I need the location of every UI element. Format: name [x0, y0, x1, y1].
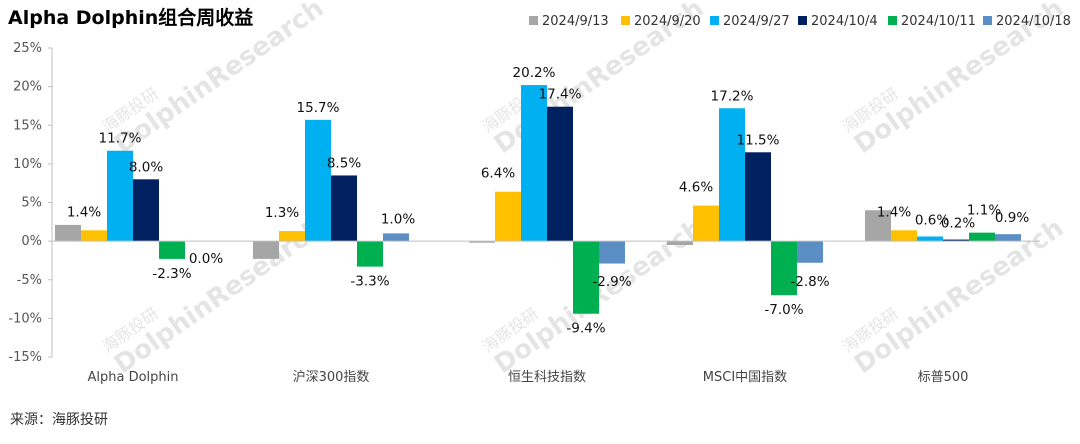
legend-item: 2024/9/20 [621, 14, 701, 29]
legend-item: 2024/9/13 [529, 14, 609, 29]
y-tick-label: -15% [8, 350, 42, 365]
y-tick-label: 0% [21, 234, 42, 249]
data-label: 0.0% [189, 251, 223, 267]
data-label: 8.0% [129, 159, 163, 175]
x-category-label: Alpha Dolphin [87, 370, 178, 385]
bar [943, 239, 969, 242]
legend-label: 2024/10/4 [811, 14, 878, 29]
bar [599, 241, 625, 264]
y-tick-label: -5% [17, 273, 42, 288]
legend-label: 2024/10/18 [996, 14, 1071, 29]
y-tick-label: 20% [13, 80, 42, 95]
bar [107, 150, 133, 242]
data-label: -7.0% [764, 302, 803, 318]
bar [253, 241, 279, 259]
bar [469, 241, 495, 243]
data-labels: 1.4% 1.3% 6.4% 4.6% 1.4% 11.7% 15.7% 20.2% 17.2%… [67, 65, 1029, 337]
data-label: -3.3% [350, 274, 389, 290]
legend-item: 2024/10/11 [888, 14, 976, 29]
x-category-label: 标普500 [918, 370, 969, 385]
y-axis: -15% -10% -5% 0% 5% 10% 15% 20% 25% [8, 41, 53, 365]
data-label: 11.5% [737, 132, 780, 148]
x-category-label: 沪深300指数 [293, 369, 370, 385]
x-axis: Alpha Dolphin 沪深300指数 恒生科技指数 MSCI中国指数 标普500 [52, 240, 1040, 385]
bar [159, 241, 185, 259]
data-label: 0.2% [941, 216, 975, 232]
bar [547, 106, 573, 242]
source-note: 来源：海豚投研 [10, 412, 108, 428]
data-label: 8.5% [327, 155, 361, 171]
legend-swatch [621, 16, 630, 25]
data-label: 1.3% [265, 205, 299, 221]
bar [891, 230, 917, 242]
data-label: 11.7% [99, 131, 142, 147]
data-label: 6.4% [481, 166, 515, 182]
chart-title: Alpha Dolphin组合周收益 [8, 6, 253, 29]
bar [133, 179, 159, 242]
data-label: 1.4% [67, 204, 101, 220]
legend: 2024/9/13 2024/9/20 2024/9/27 2024/10/4 2024… [529, 14, 1071, 29]
bar [357, 241, 383, 267]
bar [55, 224, 81, 242]
bar [667, 241, 693, 245]
data-label: -2.3% [152, 266, 191, 282]
legend-label: 2024/9/13 [542, 14, 609, 29]
bar [383, 233, 409, 242]
data-label: 20.2% [513, 65, 556, 81]
legend-label: 2024/10/11 [901, 14, 976, 29]
x-category-label: MSCI中国指数 [703, 370, 787, 385]
data-label: 1.4% [877, 204, 911, 220]
bar [279, 231, 305, 242]
data-label: 4.6% [679, 180, 713, 196]
data-label: 0.9% [995, 210, 1029, 226]
bar [573, 241, 599, 314]
bar [969, 232, 995, 242]
legend-item: 2024/10/18 [983, 14, 1071, 29]
bar [81, 230, 107, 242]
legend-swatch [983, 16, 992, 25]
data-label: 15.7% [297, 100, 340, 116]
bar [917, 236, 943, 242]
legend-item: 2024/10/4 [798, 14, 878, 29]
bar [305, 119, 331, 242]
data-label: 17.4% [539, 87, 582, 103]
legend-item: 2024/9/27 [710, 14, 790, 29]
data-label: 17.2% [711, 88, 754, 104]
legend-swatch [798, 16, 807, 25]
y-tick-label: 10% [13, 157, 42, 172]
bar [495, 191, 521, 242]
x-category-label: 恒生科技指数 [508, 370, 586, 385]
legend-swatch [710, 16, 719, 25]
bar [331, 175, 357, 242]
data-label: 1.0% [381, 211, 415, 227]
y-tick-label: 15% [13, 118, 42, 133]
data-label: -2.9% [592, 274, 631, 290]
legend-swatch [529, 16, 538, 25]
bar [771, 241, 797, 296]
bars [55, 85, 1021, 314]
bar [865, 210, 891, 242]
bar [693, 205, 719, 242]
bar [719, 108, 745, 242]
y-tick-label: -10% [8, 311, 42, 326]
bar [521, 85, 547, 242]
bar [797, 241, 823, 263]
bar [745, 152, 771, 242]
legend-swatch [888, 16, 897, 25]
y-tick-label: 25% [13, 41, 42, 56]
data-label: -2.8% [790, 274, 829, 290]
y-tick-label: 5% [21, 196, 42, 211]
bar [995, 234, 1021, 242]
legend-label: 2024/9/20 [634, 14, 701, 29]
legend-label: 2024/9/27 [723, 14, 790, 29]
data-label: 1.1% [967, 203, 1001, 219]
data-label: 0.6% [915, 212, 949, 228]
data-label: -9.4% [566, 321, 605, 337]
